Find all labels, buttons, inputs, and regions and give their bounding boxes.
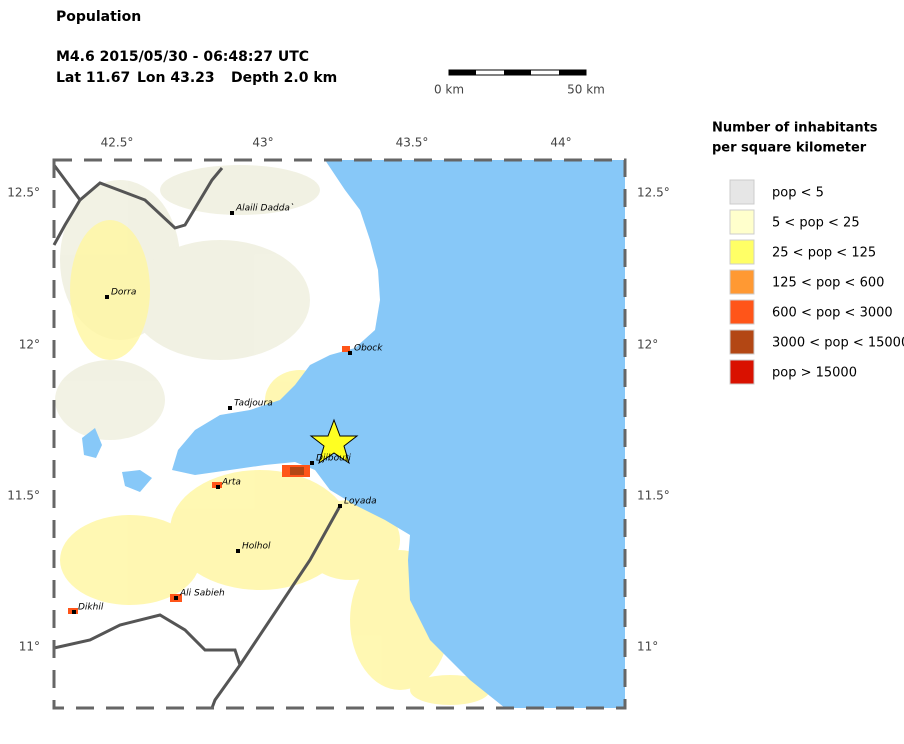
x-tick-label: 42.5°: [101, 136, 134, 150]
legend-swatch: [729, 329, 755, 355]
legend-swatch: [729, 359, 755, 385]
y-tick-label: 12°: [19, 338, 40, 352]
city-label: Djibouti: [316, 454, 351, 464]
y-tick-label: 11°: [637, 640, 658, 654]
city-marker: [72, 610, 76, 614]
legend-swatch: [729, 209, 755, 235]
city-marker: [338, 504, 342, 508]
map: Alaili Dadda` Dorra Obock Tadjoura Djibouti A…: [52, 158, 627, 710]
legend-title: Number of inhabitants: [712, 121, 878, 136]
y-tick-label: 12°: [637, 338, 658, 352]
legend-swatch: [729, 269, 755, 295]
city-label: Alaili Dadda`: [235, 203, 294, 214]
depth: Depth 2.0 km: [231, 70, 337, 86]
city-marker: [236, 549, 240, 553]
city-marker: [348, 351, 352, 355]
city-label: Obock: [354, 344, 383, 354]
legend-label: 125 < pop < 600: [772, 276, 884, 291]
city-marker: [310, 461, 314, 465]
y-tick-label: 11°: [19, 640, 40, 654]
legend-swatch: [729, 179, 755, 205]
city-label: Arta: [221, 478, 241, 488]
y-tick-label: 12.5°: [7, 186, 40, 200]
city-label: Tadjoura: [234, 399, 273, 409]
y-tick-label: 12.5°: [637, 186, 670, 200]
x-tick-label: 43°: [252, 136, 273, 150]
title: Population: [56, 9, 141, 25]
legend-label: 600 < pop < 3000: [772, 306, 893, 321]
legend-label: 25 < pop < 125: [772, 246, 876, 261]
legend: pop < 5 5 < pop < 25 25 < pop < 125 125 < p…: [729, 179, 904, 385]
y-tick-label: 11.5°: [637, 489, 670, 503]
scale-start: 0 km: [434, 83, 464, 97]
legend-label: pop > 15000: [772, 366, 857, 381]
legend-label: 5 < pop < 25: [772, 216, 860, 231]
city-marker: [105, 295, 109, 299]
city-label: Holhol: [242, 542, 271, 552]
city-label: Ali Sabieh: [179, 589, 225, 599]
city-marker: [230, 211, 234, 215]
x-tick-label: 44°: [550, 136, 571, 150]
city-marker: [216, 485, 220, 489]
city-label: Dikhil: [78, 603, 104, 613]
city-label: Dorra: [111, 288, 136, 298]
event: M4.6 2015/05/30 - 06:48:27 UTC: [56, 49, 309, 65]
legend-swatch: [729, 239, 755, 265]
scale-bar: 0 km 50 km: [434, 69, 605, 97]
city-marker: [228, 406, 232, 410]
scale-end: 50 km: [567, 83, 605, 97]
legend-label: 3000 < pop < 15000: [772, 336, 904, 351]
city-marker: [174, 596, 178, 600]
city-label: Loyada: [344, 497, 377, 507]
legend-swatch: [729, 299, 755, 325]
legend-label: pop < 5: [772, 186, 824, 201]
x-tick-label: 43.5°: [396, 136, 429, 150]
y-tick-label: 11.5°: [7, 489, 40, 503]
lon: Lon 43.23: [137, 70, 215, 86]
lat: Lat 11.67: [56, 70, 130, 86]
legend-title: per square kilometer: [712, 141, 867, 156]
